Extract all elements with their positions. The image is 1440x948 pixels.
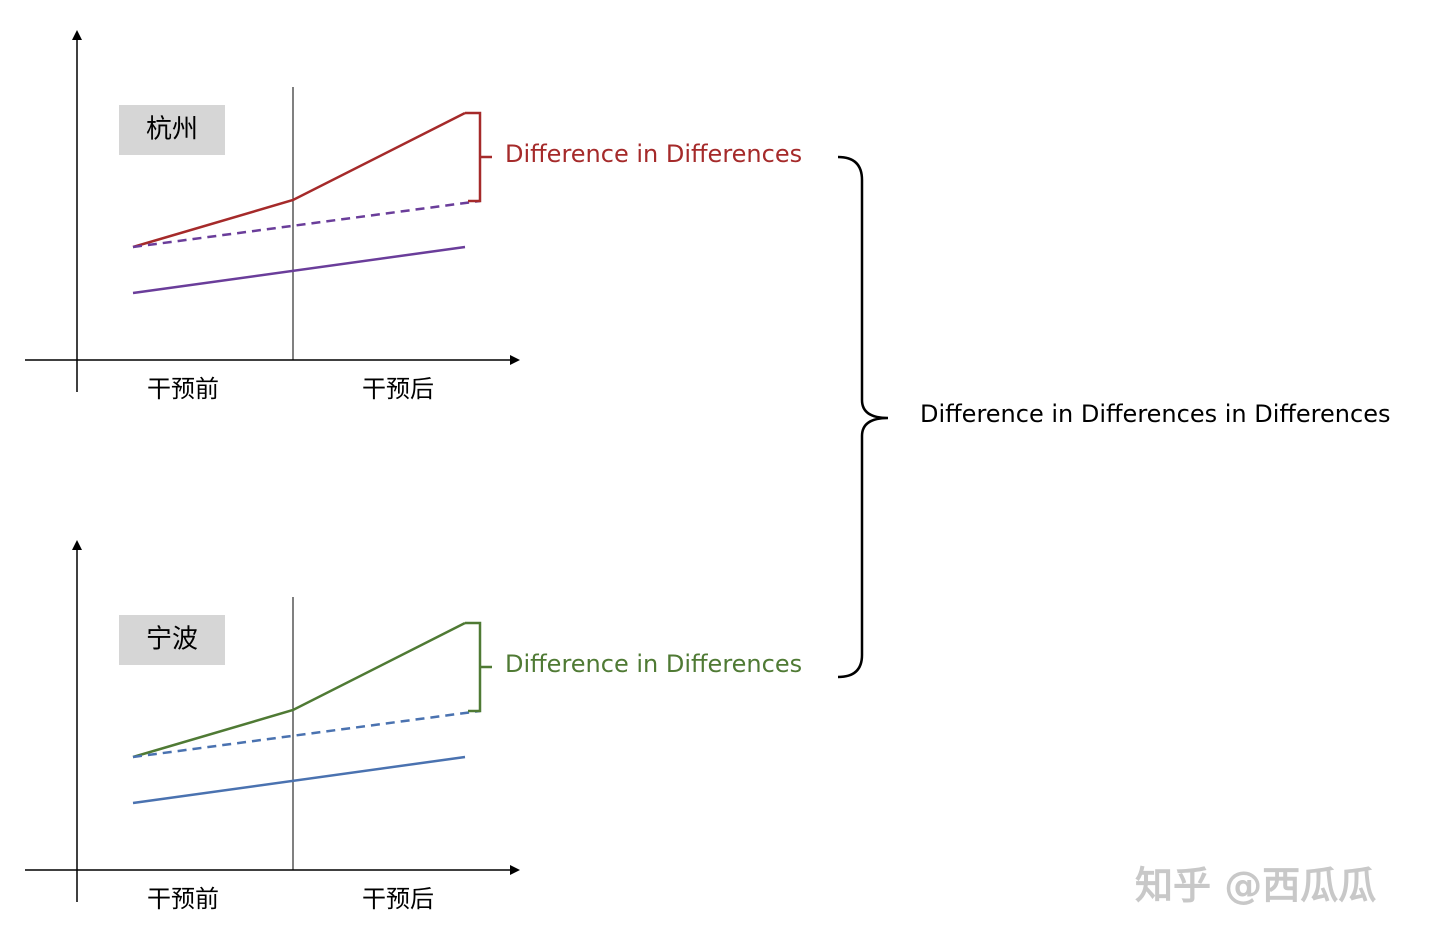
watermark: 知乎 @西瓜瓜 bbox=[1135, 864, 1376, 908]
did-bracket bbox=[465, 111, 492, 203]
counterfactual-line bbox=[132, 199, 481, 249]
did-label: Difference in Differences bbox=[505, 140, 802, 168]
summary-label: Difference in Differences in Differences bbox=[920, 400, 1390, 428]
x-label: 干预前 bbox=[147, 885, 219, 913]
label-box bbox=[119, 615, 225, 665]
x-label: 干预前 bbox=[147, 375, 219, 403]
treated-line bbox=[132, 111, 466, 249]
counterfactual-line bbox=[132, 709, 481, 759]
did-label: Difference in Differences bbox=[505, 650, 802, 678]
panel-label: 杭州 bbox=[146, 115, 198, 145]
treated-line bbox=[132, 621, 466, 759]
did-bracket bbox=[465, 621, 492, 713]
x-label: 干预后 bbox=[362, 885, 434, 913]
control-line bbox=[132, 245, 466, 295]
control-line bbox=[132, 755, 466, 805]
outer-brace bbox=[837, 155, 889, 679]
x-label: 干预后 bbox=[362, 375, 434, 403]
panel-label: 宁波 bbox=[146, 625, 198, 655]
label-box bbox=[119, 105, 225, 155]
